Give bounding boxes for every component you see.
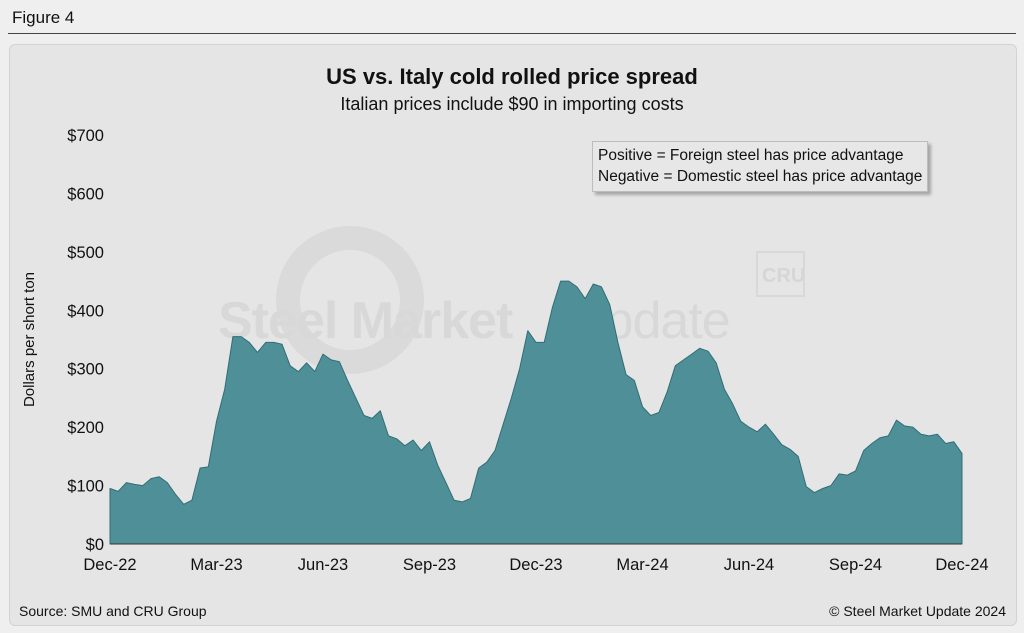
y-axis-ticks: $0 $100 $200 $300 $400 $500 $600 $700 xyxy=(67,127,104,554)
legend-line-negative: Negative = Domestic steel has price adva… xyxy=(598,168,923,185)
x-tick-label: Mar-23 xyxy=(190,556,242,574)
x-tick-label: Jun-24 xyxy=(724,556,774,574)
x-tick-label: Jun-23 xyxy=(298,556,348,574)
y-tick-label: $500 xyxy=(67,244,104,262)
x-tick-label: Dec-24 xyxy=(935,556,988,574)
x-axis-ticks: Dec-22 Mar-23 Jun-23 Sep-23 Dec-23 Mar-24 Jun-… xyxy=(83,556,988,574)
y-tick-label: $700 xyxy=(67,127,104,145)
watermark-text-bold: Steel Market xyxy=(218,292,513,350)
y-tick-label: $600 xyxy=(67,185,104,203)
y-tick-label: $0 xyxy=(86,536,104,554)
watermark-circle-icon xyxy=(276,226,424,374)
y-tick-label: $300 xyxy=(67,361,104,379)
source-note: Source: SMU and CRU Group xyxy=(19,603,207,619)
legend-line-positive: Positive = Foreign steel has price advan… xyxy=(598,147,904,164)
legend-box: Positive = Foreign steel has price advan… xyxy=(592,141,929,192)
watermark-cru-logo-icon xyxy=(756,251,805,297)
y-tick-label: $400 xyxy=(67,302,104,320)
figure-label: Figure 4 xyxy=(12,8,75,27)
x-tick-label: Dec-23 xyxy=(509,556,562,574)
chart-subtitle: Italian prices include $90 in importing … xyxy=(340,94,684,114)
y-tick-label: $200 xyxy=(67,419,104,437)
x-tick-label: Dec-22 xyxy=(83,556,136,574)
y-axis-label: Dollars per short ton xyxy=(21,272,38,407)
watermark: Steel Market Update CRU xyxy=(218,226,805,374)
spread-area-series xyxy=(109,280,963,545)
x-tick-label: Sep-23 xyxy=(403,556,456,574)
watermark-cru-text: CRU xyxy=(762,265,805,287)
x-tick-label: Mar-24 xyxy=(616,556,668,574)
y-tick-label: $100 xyxy=(67,478,104,496)
x-tick-label: Sep-24 xyxy=(829,556,882,574)
header-divider xyxy=(8,33,1016,34)
copyright-note: © Steel Market Update 2024 xyxy=(829,603,1006,619)
chart-title: US vs. Italy cold rolled price spread xyxy=(326,64,698,89)
